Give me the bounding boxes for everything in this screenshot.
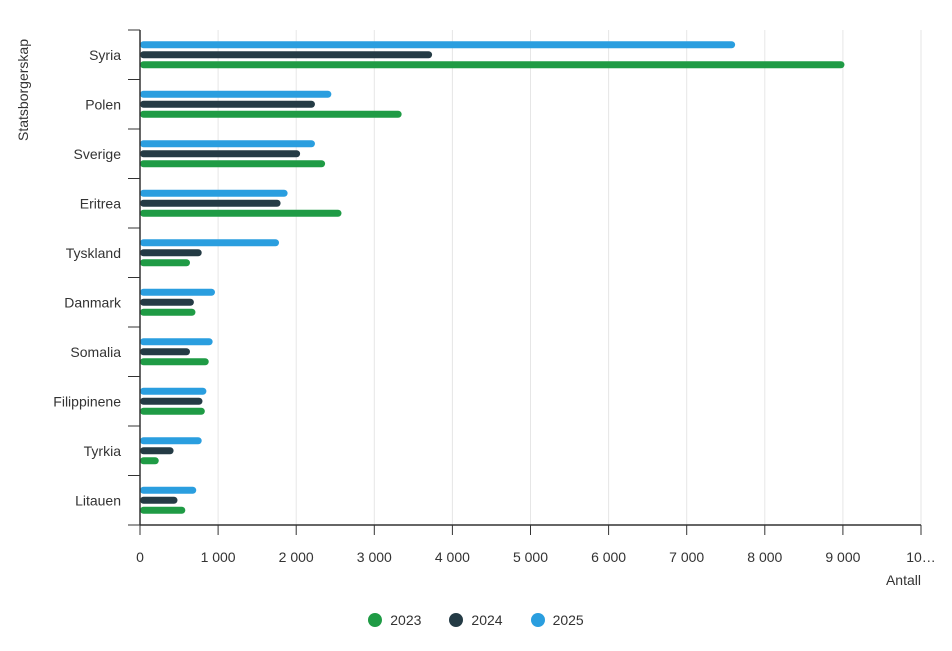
category-label: Danmark [64, 294, 122, 310]
bar-2025[interactable] [140, 486, 197, 494]
bar-2023[interactable] [140, 457, 159, 465]
bar-2024[interactable] [140, 447, 174, 455]
bar-2024[interactable] [140, 51, 433, 59]
bar-2024[interactable] [140, 348, 190, 356]
legend-item-2025[interactable]: 2025 [530, 612, 584, 628]
x-tick-label: 10… [906, 549, 936, 565]
legend-marker [530, 613, 545, 627]
bar-2023[interactable] [140, 308, 196, 316]
bars [140, 41, 845, 514]
bar-2024[interactable] [140, 298, 194, 306]
bar-2024[interactable] [140, 496, 178, 504]
x-tick-label: 9 000 [825, 549, 860, 565]
gridlines [217, 30, 922, 525]
tick-labels: 0 1 000 2 000 3 000 4 000 5 000 6 000 7 000 8 00… [53, 47, 936, 565]
legend-marker [449, 613, 464, 627]
bar-2023[interactable] [140, 506, 186, 514]
category-label: Sverige [74, 146, 122, 162]
bar-2025[interactable] [140, 239, 280, 247]
category-label: Tyskland [66, 245, 121, 261]
x-tick-label: 2 000 [279, 549, 314, 565]
bar-2024[interactable] [140, 199, 281, 207]
bar-2025[interactable] [140, 437, 202, 445]
category-label: Litauen [75, 492, 121, 508]
x-tick-label: 3 000 [357, 549, 392, 565]
x-tick-label: 6 000 [591, 549, 626, 565]
category-label: Polen [85, 96, 121, 112]
bar-chart: 0 1 000 2 000 3 000 4 000 5 000 6 000 7 000 8 00… [15, 29, 936, 588]
category-label: Syria [89, 47, 121, 63]
bar-2023[interactable] [140, 61, 845, 69]
bar-2025[interactable] [140, 189, 288, 197]
x-axis-title: Antall [886, 572, 921, 588]
bar-2024[interactable] [140, 150, 301, 158]
bar-2023[interactable] [140, 407, 205, 415]
bar-2023[interactable] [140, 110, 402, 118]
legend-item-2023[interactable]: 2023 [368, 612, 421, 628]
x-tick-label: 5 000 [513, 549, 548, 565]
category-label: Filippinene [53, 393, 121, 409]
bar-2025[interactable] [140, 90, 332, 98]
bar-2025[interactable] [140, 140, 315, 148]
bar-2024[interactable] [140, 249, 202, 257]
bar-2023[interactable] [140, 259, 190, 267]
x-tick-label: 4 000 [435, 549, 470, 565]
x-tick-label: 8 000 [747, 549, 782, 565]
bar-2023[interactable] [140, 358, 209, 366]
bar-2023[interactable] [140, 209, 342, 217]
y-axis-title: Statsborgerskap [15, 39, 31, 141]
axes [128, 29, 922, 535]
x-tick-label: 0 [136, 549, 144, 565]
category-label: Eritrea [80, 195, 121, 211]
category-label: Tyrkia [84, 443, 122, 459]
x-tick-label: 7 000 [669, 549, 704, 565]
x-tick-label: 1 000 [201, 549, 236, 565]
bar-2023[interactable] [140, 160, 326, 168]
bar-2025[interactable] [140, 41, 736, 49]
legend-label: 2024 [471, 612, 503, 628]
legend-label: 2023 [390, 612, 422, 628]
legend: 2023 2024 2025 [0, 608, 952, 632]
category-label: Somalia [70, 344, 121, 360]
legend-item-2024[interactable]: 2024 [449, 612, 503, 628]
bar-2025[interactable] [140, 387, 207, 395]
legend-label: 2025 [552, 612, 584, 628]
legend-marker [368, 613, 383, 627]
bar-2025[interactable] [140, 338, 213, 346]
bar-2024[interactable] [140, 397, 203, 405]
bar-2025[interactable] [140, 288, 215, 296]
bar-2024[interactable] [140, 100, 315, 108]
